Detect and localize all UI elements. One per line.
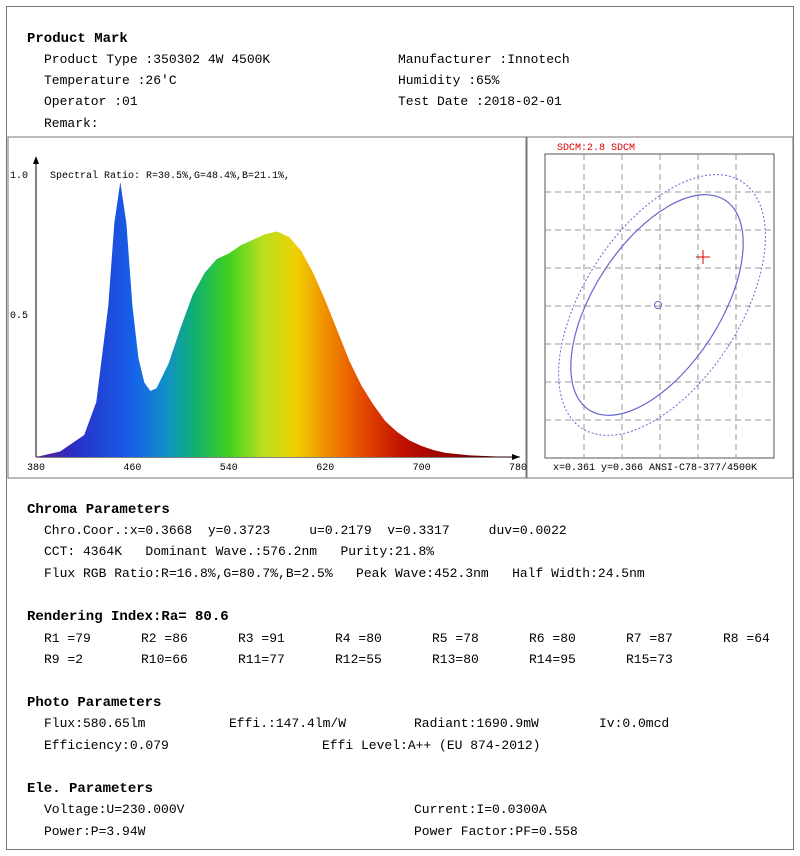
spectrum-panel: 380 460 540 620 700 780 1.0 0.5 Spectral Rati… <box>7 136 794 479</box>
chroma-title: Chroma Parameters <box>27 502 170 518</box>
chroma-line-3: Flux RGB Ratio:R=16.8%,G=80.7%,B=2.5% Pe… <box>44 566 645 581</box>
iv: Iv:0.0mcd <box>599 716 670 731</box>
r-value: R7 =87 <box>626 631 673 646</box>
r-value: R11=77 <box>238 652 285 667</box>
temperature: Temperature :26'C <box>44 73 177 88</box>
chroma-line-2: CCT: 4364K Dominant Wave.:576.2nm Purity… <box>44 544 435 559</box>
x-tick-label: 700 <box>413 463 431 474</box>
x-tick-label: 540 <box>220 463 238 474</box>
operator: Operator :01 <box>44 94 138 109</box>
spectral-ratio: Spectral Ratio: R=30.5%,G=48.4%,B=21.1%, <box>50 170 290 182</box>
x-tick-label: 380 <box>27 463 45 474</box>
r-value: R8 =64 <box>723 631 770 646</box>
r-value: R10=66 <box>141 652 188 667</box>
sdcm-title: SDCM:2.8 SDCM <box>557 143 635 154</box>
r-value: R4 =80 <box>335 631 382 646</box>
chroma-grid <box>545 154 774 458</box>
photo-title: Photo Parameters <box>27 695 162 711</box>
manufacturer: Manufacturer :Innotech <box>398 52 570 67</box>
measured-point <box>696 250 710 264</box>
power-factor: Power Factor:PF=0.558 <box>414 824 578 839</box>
product-type: Product Type :350302 4W 4500K <box>44 52 271 67</box>
flux: Flux:580.65lm <box>44 716 146 731</box>
remark: Remark: <box>44 116 99 131</box>
target-point <box>654 301 662 309</box>
r-value: R5 =78 <box>432 631 479 646</box>
r-value: R13=80 <box>432 652 479 667</box>
r-value: R6 =80 <box>529 631 576 646</box>
electric-title: Ele. Parameters <box>27 781 154 797</box>
sdcm-ellipse-outer <box>558 174 766 436</box>
r-value: R12=55 <box>335 652 382 667</box>
effi-level: Effi Level:A++ (EU 874-2012) <box>322 738 541 753</box>
voltage: Voltage:U=230.000V <box>44 802 185 817</box>
radiant: Radiant:1690.9mW <box>414 716 539 731</box>
x-tick-label: 460 <box>123 463 141 474</box>
x-tick-label: 780 <box>509 463 527 474</box>
r-value: R15=73 <box>626 652 673 667</box>
x-tick-label: 620 <box>316 463 334 474</box>
x-tick-labels: 380 460 540 620 700 780 <box>27 463 527 474</box>
spectrum-box <box>7 136 527 479</box>
r-value: R14=95 <box>529 652 576 667</box>
power: Power:P=3.94W <box>44 824 146 839</box>
r-value: R2 =86 <box>141 631 188 646</box>
humidity: Humidity :65% <box>398 73 500 88</box>
y-tick-1-0: 1.0 <box>10 171 28 182</box>
spectrum-curve <box>36 182 518 457</box>
chroma-box <box>526 136 794 479</box>
rendering-title: Rendering Index:Ra= 80.6 <box>27 609 229 625</box>
sdcm-ellipse-inner <box>570 194 744 416</box>
chroma-line-1: Chro.Coor.:x=0.3668 y=0.3723 u=0.2179 v=… <box>44 523 567 538</box>
test-date: Test Date :2018-02-01 <box>398 94 562 109</box>
y-axis-arrow <box>33 156 39 164</box>
product-mark-title: Product Mark <box>27 31 128 47</box>
y-tick-0-5: 0.5 <box>10 311 28 322</box>
r-value: R3 =91 <box>238 631 285 646</box>
efficacy: Effi.:147.4lm/W <box>229 716 347 731</box>
chroma-caption: x=0.361 y=0.366 ANSI-C78-377/4500K <box>553 462 757 474</box>
current: Current:I=0.0300A <box>414 802 547 817</box>
efficiency: Efficiency:0.079 <box>44 738 169 753</box>
r-value: R1 =79 <box>44 631 91 646</box>
r-value: R9 =2 <box>44 652 84 667</box>
